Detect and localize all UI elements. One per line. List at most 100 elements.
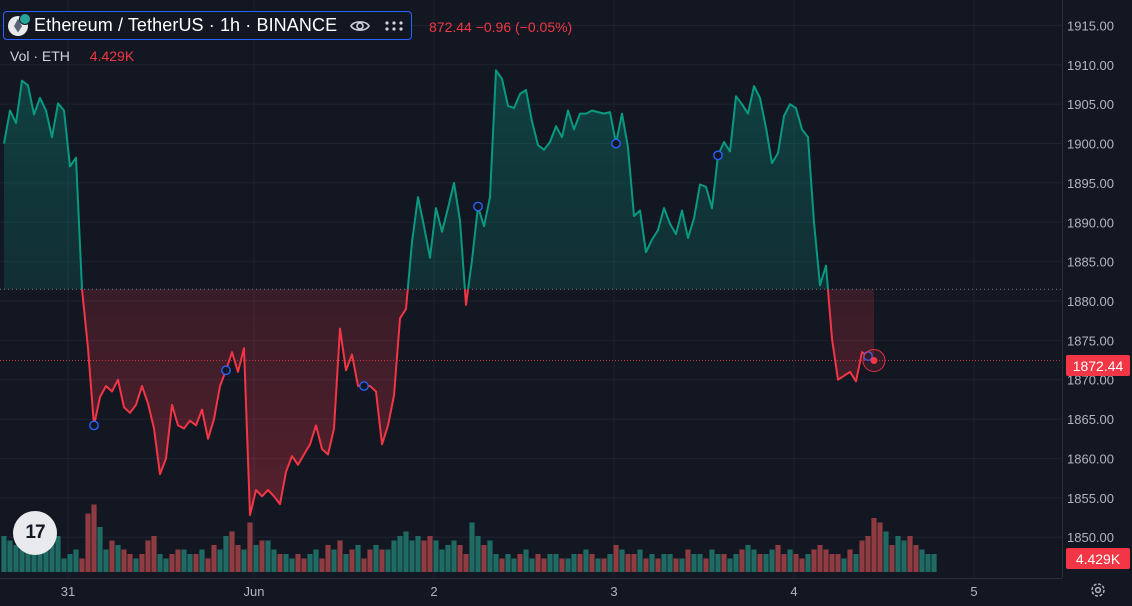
volume-bar: [37, 545, 43, 572]
volume-bar: [547, 554, 553, 572]
volume-bar: [253, 545, 259, 572]
volume-bar: [895, 536, 901, 572]
volume-bar: [217, 549, 223, 572]
volume-bar: [661, 554, 667, 572]
volume-bar: [493, 554, 499, 572]
volume-bar: [19, 549, 25, 572]
volume-bar: [139, 554, 145, 572]
volume-bar: [163, 558, 169, 572]
volume-bar: [865, 536, 871, 572]
volume-bar: [565, 558, 571, 572]
volume-bar: [637, 549, 643, 572]
volume-value: 4.429K: [89, 48, 135, 64]
event-marker: [713, 150, 723, 161]
volume-bar: [877, 522, 883, 572]
volume-bar: [685, 549, 691, 572]
volume-bar: [553, 554, 559, 572]
volume-bar: [709, 549, 715, 572]
volume-bar: [769, 549, 775, 572]
last-point: [870, 357, 878, 365]
volume-bar: [559, 558, 565, 572]
price-line-down: [80, 289, 875, 517]
x-tick-label: 5: [970, 584, 977, 599]
volume-bar: [655, 558, 661, 572]
volume-bar: [913, 545, 919, 572]
volume-bar: [691, 554, 697, 572]
volume-bar: [307, 554, 313, 572]
volume-bar: [817, 545, 823, 572]
volume-bar: [409, 540, 415, 572]
x-tick-label: 3: [610, 584, 617, 599]
volume-bar: [385, 549, 391, 572]
volume-bar: [901, 540, 907, 572]
volume-bar: [13, 545, 19, 572]
eye-icon[interactable]: [349, 15, 371, 37]
gear-icon[interactable]: [1089, 581, 1107, 599]
event-marker: [611, 138, 621, 149]
volume-bar: [43, 549, 49, 572]
volume-bar: [301, 558, 307, 572]
price-line-up: [3, 69, 829, 290]
volume-bar: [697, 554, 703, 572]
ohlc-values: 872.44 −0.96 (−0.05%): [429, 19, 573, 35]
x-tick-label: 31: [61, 584, 75, 599]
volume-bar: [583, 549, 589, 572]
volume-bar: [511, 558, 517, 572]
volume-bar: [811, 549, 817, 572]
volume-bar: [361, 558, 367, 572]
volume-bar: [505, 554, 511, 572]
volume-bar: [49, 531, 55, 572]
volume-bar: [445, 545, 451, 572]
volume-bar: [337, 540, 343, 572]
symbol-title[interactable]: Ethereum / TetherUS · 1h · BINANCE: [34, 15, 338, 35]
volume-bar: [577, 554, 583, 572]
volume-bar: [745, 545, 751, 572]
volume-bar: [73, 549, 79, 572]
volume-price-tag: 4.429K: [1066, 548, 1130, 569]
x-tick-label: Jun: [244, 584, 265, 599]
volume-bar: [31, 540, 37, 572]
volume-bar: [379, 549, 385, 572]
volume-bar: [739, 549, 745, 572]
volume-bar: [673, 558, 679, 572]
symbol-legend[interactable]: Ethereum / TetherUS · 1h · BINANCE: [3, 11, 413, 40]
volume-bar: [649, 554, 655, 572]
volume-bar: [289, 558, 295, 572]
volume-bar: [535, 554, 541, 572]
volume-bar: [751, 549, 757, 572]
y-tick-label: 1870.00: [1067, 373, 1114, 388]
baseline-area: [0, 70, 1062, 516]
volume-bar: [313, 549, 319, 572]
volume-bar: [679, 558, 685, 572]
tradingview-logo[interactable]: 17: [13, 511, 57, 555]
volume-bar: [853, 554, 859, 572]
volume-bar: [121, 549, 127, 572]
volume-bar: [541, 558, 547, 572]
volume-bar: [7, 540, 13, 572]
more-dots-icon[interactable]: [383, 15, 405, 37]
volume-legend[interactable]: Vol · ETH 4.429K: [10, 48, 134, 64]
last-price-tag: 1872.44: [1066, 355, 1130, 376]
volume-bar: [703, 558, 709, 572]
volume-bar: [463, 554, 469, 572]
volume-bar: [415, 536, 421, 572]
volume-bar: [181, 549, 187, 572]
event-markers: [89, 138, 886, 431]
volume-bar: [247, 522, 253, 572]
volume-bar: [829, 554, 835, 572]
y-tick-label: 1905.00: [1067, 97, 1114, 112]
event-marker: [473, 201, 483, 212]
x-tick-label: 2: [430, 584, 437, 599]
y-tick-label: 1875.00: [1067, 333, 1114, 348]
volume-bar: [517, 554, 523, 572]
volume-bar: [265, 540, 271, 572]
volume-bar: [133, 558, 139, 572]
volume-bar: [451, 540, 457, 572]
y-tick-label: 1865.00: [1067, 412, 1114, 427]
volume-bar: [103, 549, 109, 572]
volume-bar: [433, 540, 439, 572]
volume-bar: [469, 522, 475, 572]
volume-bar: [151, 536, 157, 572]
